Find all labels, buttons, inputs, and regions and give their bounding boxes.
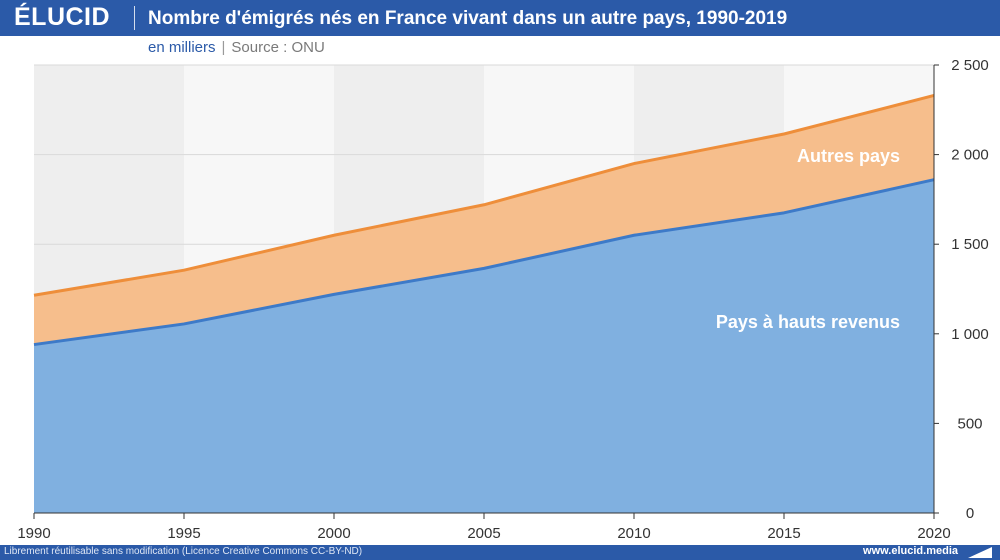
line-autres-pays: [33, 94, 935, 297]
x-tick-label: 2000: [317, 525, 350, 542]
brand-logo: ÉLUCID: [14, 3, 111, 31]
subtitle-separator: |: [221, 39, 226, 56]
x-tick-label: 2005: [467, 525, 500, 542]
header-divider: [134, 6, 135, 30]
series-label-autres-pays: Autres pays: [797, 146, 900, 166]
unit-label: en milliers: [148, 39, 216, 56]
x-tick-label: 1990: [17, 525, 50, 542]
area-autres-pays: [34, 95, 934, 345]
x-tick-label: 2010: [617, 525, 650, 542]
license-text: Librement réutilisable sans modification…: [4, 546, 363, 557]
chart-subtitle: en milliers | Source : ONU: [148, 39, 325, 56]
areas: [34, 95, 934, 514]
y-tick-label: 2 500: [951, 57, 989, 74]
area-pays-hauts-revenus: [34, 179, 934, 514]
series-lines: [33, 94, 935, 347]
site-link[interactable]: www.elucid.media: [863, 545, 958, 557]
header-bar: ÉLUCID Nombre d'émigrés nés en France vi…: [0, 0, 1000, 36]
x-tick-label: 2015: [767, 525, 800, 542]
series-label-pays-hauts-revenus: Pays à hauts revenus: [716, 312, 900, 332]
footer-bar: Librement réutilisable sans modification…: [0, 545, 1000, 560]
elucid-mark-icon: [968, 547, 992, 558]
x-tick-label: 1995: [167, 525, 200, 542]
x-tick-label: 2020: [917, 525, 950, 542]
chart-title: Nombre d'émigrés nés en France vivant da…: [148, 8, 788, 29]
axes: 1990 1995 2000 2005 2010 2015 2020 0 500 1 000 1 5…: [17, 57, 988, 542]
source-label: Source : ONU: [231, 39, 325, 56]
series-labels: Pays à hauts revenus Autres pays: [716, 146, 900, 332]
line-pays-hauts-revenus: [33, 178, 935, 347]
y-tick-label: 0: [966, 505, 974, 522]
y-tick-label: 500: [957, 415, 982, 432]
y-tick-label: 1 500: [951, 236, 989, 253]
y-tick-label: 2 000: [951, 147, 989, 164]
y-tick-label: 1 000: [951, 326, 989, 343]
